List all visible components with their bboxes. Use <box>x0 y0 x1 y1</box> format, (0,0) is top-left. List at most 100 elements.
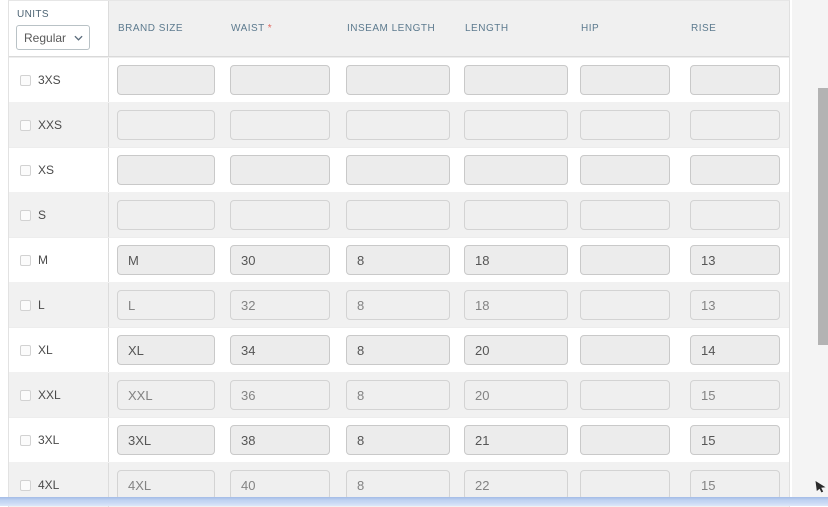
input-brand-size-l[interactable] <box>117 290 215 320</box>
size-checkbox-xxs[interactable] <box>20 119 31 131</box>
input-length-xxl[interactable] <box>464 380 568 410</box>
units-select[interactable]: Regular <box>16 25 90 50</box>
input-length-xs[interactable] <box>464 155 568 185</box>
cell-waist <box>230 373 346 417</box>
size-label-cell: XXL <box>9 373 108 417</box>
input-waist-xs[interactable] <box>230 155 330 185</box>
input-length-xxs[interactable] <box>464 110 568 140</box>
column-header-label: WAIST <box>231 23 265 34</box>
input-waist-4xl[interactable] <box>230 470 330 500</box>
input-hip-xl[interactable] <box>580 335 670 365</box>
input-brand-size-4xl[interactable] <box>117 470 215 500</box>
input-hip-xxl[interactable] <box>580 380 670 410</box>
cell-brand-size <box>109 148 230 192</box>
input-inseam-length-4xl[interactable] <box>346 470 450 500</box>
cell-waist <box>230 328 346 372</box>
input-waist-m[interactable] <box>230 245 330 275</box>
cell-hip <box>580 148 690 192</box>
input-rise-xxs[interactable] <box>690 110 780 140</box>
input-brand-size-xl[interactable] <box>117 335 215 365</box>
input-brand-size-m[interactable] <box>117 245 215 275</box>
units-select-control[interactable]: Regular <box>16 25 90 50</box>
input-length-l[interactable] <box>464 290 568 320</box>
input-rise-xl[interactable] <box>690 335 780 365</box>
size-checkbox-xl[interactable] <box>20 344 31 356</box>
input-rise-m[interactable] <box>690 245 780 275</box>
horizontal-scrollbar-thumb[interactable] <box>0 497 828 506</box>
input-waist-l[interactable] <box>230 290 330 320</box>
input-waist-3xs[interactable] <box>230 65 330 95</box>
input-hip-3xs[interactable] <box>580 65 670 95</box>
size-checkbox-3xl[interactable] <box>20 434 31 446</box>
input-brand-size-3xs[interactable] <box>117 65 215 95</box>
input-hip-m[interactable] <box>580 245 670 275</box>
input-inseam-length-xs[interactable] <box>346 155 450 185</box>
size-label: 3XL <box>38 433 60 447</box>
input-hip-3xl[interactable] <box>580 425 670 455</box>
input-rise-3xs[interactable] <box>690 65 780 95</box>
size-checkbox-3xs[interactable] <box>20 74 31 86</box>
row-cells <box>108 58 789 102</box>
size-label: XL <box>38 343 53 357</box>
input-hip-xs[interactable] <box>580 155 670 185</box>
input-rise-4xl[interactable] <box>690 470 780 500</box>
input-hip-s[interactable] <box>580 200 670 230</box>
size-checkbox-s[interactable] <box>20 209 31 221</box>
input-length-3xl[interactable] <box>464 425 568 455</box>
cell-hip <box>580 238 690 282</box>
input-inseam-length-s[interactable] <box>346 200 450 230</box>
input-hip-xxs[interactable] <box>580 110 670 140</box>
input-brand-size-xxs[interactable] <box>117 110 215 140</box>
cell-brand-size <box>109 58 230 102</box>
input-inseam-length-3xs[interactable] <box>346 65 450 95</box>
input-inseam-length-xxs[interactable] <box>346 110 450 140</box>
column-header-label: LENGTH <box>465 23 509 34</box>
input-rise-xxl[interactable] <box>690 380 780 410</box>
input-inseam-length-l[interactable] <box>346 290 450 320</box>
size-label: XXL <box>38 388 61 402</box>
vertical-scrollbar <box>792 0 828 497</box>
input-rise-xs[interactable] <box>690 155 780 185</box>
input-rise-s[interactable] <box>690 200 780 230</box>
input-brand-size-xs[interactable] <box>117 155 215 185</box>
input-hip-l[interactable] <box>580 290 670 320</box>
cell-brand-size <box>109 328 230 372</box>
row-cells <box>108 418 789 462</box>
table-row-3xs: 3XS <box>9 57 789 102</box>
column-header-rise: RISE <box>690 23 789 34</box>
size-label: XS <box>38 163 55 177</box>
input-waist-xl[interactable] <box>230 335 330 365</box>
input-brand-size-3xl[interactable] <box>117 425 215 455</box>
input-waist-s[interactable] <box>230 200 330 230</box>
size-checkbox-xxl[interactable] <box>20 389 31 401</box>
cell-brand-size <box>109 463 230 507</box>
cell-inseam-length <box>346 148 464 192</box>
table-header: UNITS Regular BRAND SIZE WAIST * INSEAM L… <box>9 1 789 57</box>
input-length-xl[interactable] <box>464 335 568 365</box>
size-checkbox-l[interactable] <box>20 299 31 311</box>
input-rise-3xl[interactable] <box>690 425 780 455</box>
size-checkbox-4xl[interactable] <box>20 479 31 491</box>
input-inseam-length-3xl[interactable] <box>346 425 450 455</box>
input-waist-3xl[interactable] <box>230 425 330 455</box>
input-waist-xxl[interactable] <box>230 380 330 410</box>
input-waist-xxs[interactable] <box>230 110 330 140</box>
input-inseam-length-xxl[interactable] <box>346 380 450 410</box>
cell-hip <box>580 283 690 327</box>
input-inseam-length-m[interactable] <box>346 245 450 275</box>
input-rise-l[interactable] <box>690 290 780 320</box>
size-checkbox-m[interactable] <box>20 254 31 266</box>
size-label-cell: XL <box>9 328 108 372</box>
cell-brand-size <box>109 373 230 417</box>
input-length-4xl[interactable] <box>464 470 568 500</box>
input-brand-size-xxl[interactable] <box>117 380 215 410</box>
input-hip-4xl[interactable] <box>580 470 670 500</box>
input-length-3xs[interactable] <box>464 65 568 95</box>
input-brand-size-s[interactable] <box>117 200 215 230</box>
size-label: XXS <box>38 118 63 132</box>
size-checkbox-xs[interactable] <box>20 164 31 176</box>
input-length-m[interactable] <box>464 245 568 275</box>
input-length-s[interactable] <box>464 200 568 230</box>
vertical-scrollbar-thumb[interactable] <box>818 88 828 345</box>
input-inseam-length-xl[interactable] <box>346 335 450 365</box>
